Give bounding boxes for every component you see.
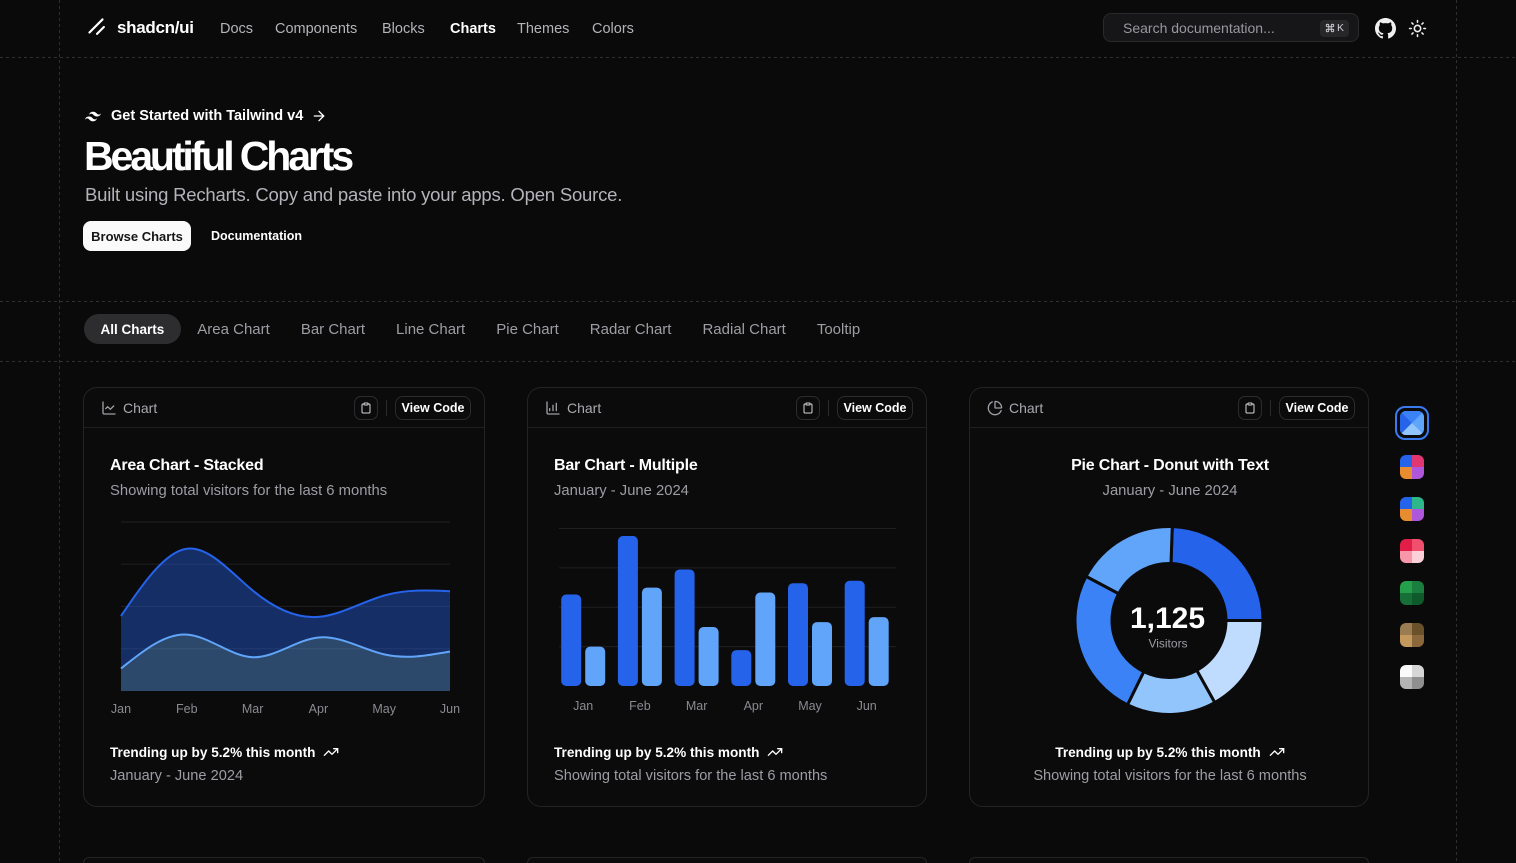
svg-text:Jun: Jun [857,699,877,713]
svg-text:Mar: Mar [686,699,708,713]
svg-text:Mar: Mar [242,702,264,716]
svg-text:Apr: Apr [744,699,763,713]
svg-text:Jan: Jan [111,702,131,716]
svg-text:May: May [798,699,822,713]
svg-text:Apr: Apr [309,702,328,716]
svg-text:Feb: Feb [176,702,198,716]
svg-text:Feb: Feb [629,699,651,713]
svg-text:Jan: Jan [573,699,593,713]
svg-text:Visitors: Visitors [1148,637,1187,651]
svg-text:Jun: Jun [440,702,460,716]
svg-text:May: May [372,702,396,716]
svg-text:1,125: 1,125 [1130,602,1205,635]
